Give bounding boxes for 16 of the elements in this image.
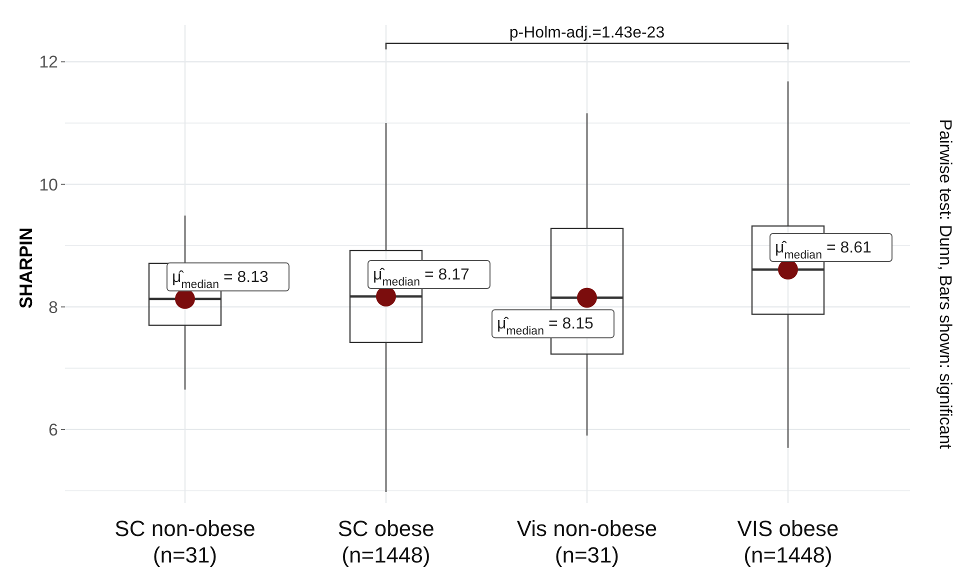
data-label: μ̂$_{median}$ = 8.61 — [775, 240, 872, 262]
data-label: μ̂$_{median}$ = 8.15 — [497, 316, 594, 338]
point — [577, 288, 597, 308]
x-tick-label: Vis non-obese (n=31) — [516, 516, 658, 568]
y-tick-label: 12 — [39, 52, 58, 72]
text: Pairwise test: Dunn, Bars shown: significant — [936, 119, 955, 450]
y-tick-label: 8 — [48, 298, 58, 317]
y-tick-label: 10 — [39, 175, 58, 194]
y-axis-title: SHARPIN — [16, 227, 36, 309]
data-label: μ̂$_{median}$ = 8.17 — [373, 266, 470, 288]
y-tick-label: 6 — [48, 420, 58, 440]
x-tick-label: VIS obese (n=1448) — [737, 516, 839, 568]
x-tick-label: SC obese (n=1448) — [338, 516, 434, 568]
data-label: μ̂$_{median}$ = 8.13 — [172, 268, 268, 291]
x-tick-label: SC non-obese (n=31) — [114, 516, 256, 568]
annotation: p-Holm-adj.=1.43e-23 — [509, 24, 665, 42]
